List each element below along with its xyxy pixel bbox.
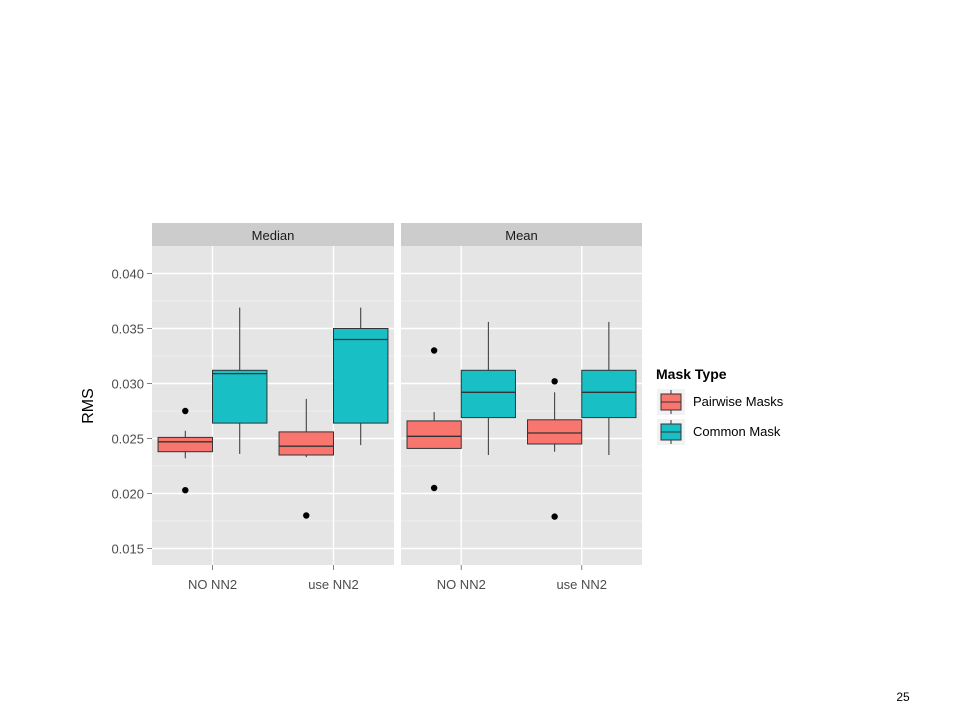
legend-keys: Pairwise Masks Common Mask	[657, 389, 784, 445]
legend-title: Mask Type	[656, 366, 727, 382]
legend-entry-label: Common Mask	[693, 424, 781, 439]
y-axis-title: RMS	[80, 388, 97, 424]
y-tick-label: 0.030	[111, 377, 144, 392]
box-common-mask	[581, 321, 637, 455]
x-tick-label: use NN2	[556, 577, 607, 592]
outlier-point	[551, 513, 558, 520]
y-tick-label: 0.025	[111, 432, 144, 447]
box-body	[333, 328, 389, 424]
panels-layer: Median Mean	[152, 223, 642, 565]
axes-layer: NO NN2 use NN2 NO NN2 use NN2 0.015 0.020 0.02…	[111, 267, 607, 593]
facet-strip-label: Median	[252, 228, 295, 243]
legend: Mask Type Pairwise Masks Common Mask	[656, 366, 784, 445]
facet-panel-0: Median	[152, 223, 394, 565]
outlier-point	[303, 512, 310, 519]
box-common-mask	[460, 321, 516, 455]
box-body	[157, 436, 214, 453]
facet-panel-1: Mean	[401, 223, 642, 565]
facet-strip-label: Mean	[505, 228, 538, 243]
box-body	[527, 419, 583, 445]
facet-strip	[401, 223, 642, 246]
box-pairwise-masks	[406, 347, 462, 492]
outlier-point	[430, 347, 438, 354]
box-pairwise-masks	[527, 378, 583, 520]
box-pairwise-masks	[278, 398, 334, 519]
x-tick-label: NO NN2	[437, 577, 486, 592]
box-body	[460, 369, 516, 419]
box-body	[406, 420, 462, 449]
box-body	[581, 369, 637, 419]
box-common-mask	[333, 307, 389, 446]
legend-entry-label: Pairwise Masks	[693, 394, 784, 409]
outlier-point	[182, 407, 189, 415]
outlier-point	[182, 487, 189, 494]
page-number: 25	[896, 690, 910, 704]
y-tick-label: 0.020	[111, 487, 144, 502]
box-body	[212, 369, 268, 424]
facet-strip	[152, 223, 394, 246]
y-tick-label: 0.035	[111, 322, 144, 337]
x-tick-label: NO NN2	[188, 577, 237, 592]
legend-key-common-mask: Common Mask	[657, 419, 781, 445]
y-tick-label: 0.040	[111, 267, 144, 282]
box-body	[278, 431, 334, 456]
outlier-point	[551, 378, 558, 385]
box-common-mask	[212, 307, 268, 454]
x-tick-label: use NN2	[308, 577, 359, 592]
y-tick-label: 0.015	[111, 542, 144, 557]
box-pairwise-masks	[157, 407, 214, 494]
outlier-point	[430, 484, 438, 492]
legend-key-pairwise-masks: Pairwise Masks	[657, 389, 784, 415]
